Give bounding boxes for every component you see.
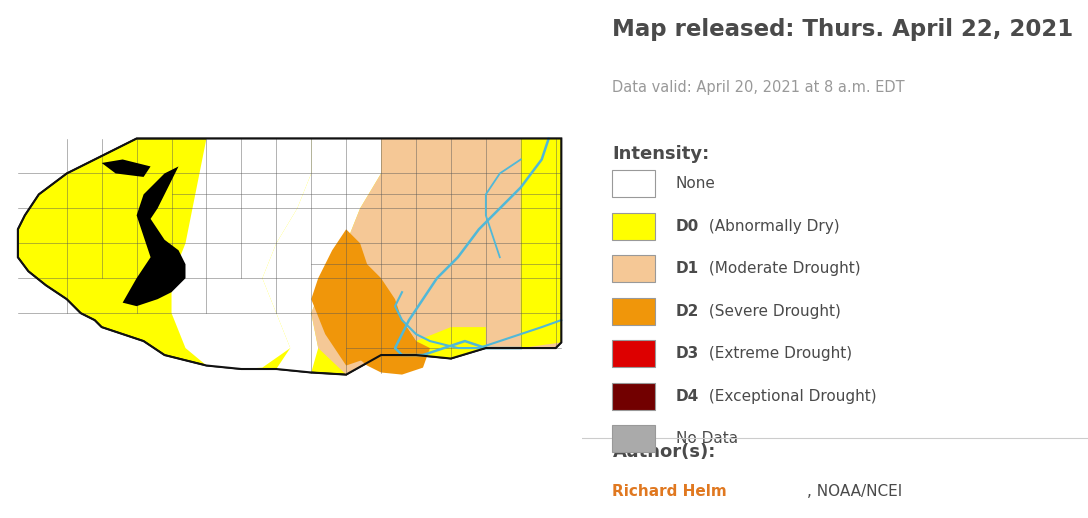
Text: D1: D1 — [676, 262, 698, 276]
Polygon shape — [17, 138, 561, 375]
Text: Richard Helm: Richard Helm — [613, 484, 727, 499]
Text: D2: D2 — [676, 304, 700, 319]
Polygon shape — [262, 138, 381, 372]
Text: No Data: No Data — [676, 431, 738, 446]
Bar — [613, 425, 655, 452]
Text: , NOAA/NCEI: , NOAA/NCEI — [807, 484, 902, 499]
Bar — [613, 170, 655, 197]
Bar — [613, 255, 655, 282]
Bar — [613, 340, 655, 367]
Text: Map released: Thurs. April 22, 2021: Map released: Thurs. April 22, 2021 — [613, 18, 1074, 41]
Polygon shape — [346, 313, 430, 375]
Text: Intensity:: Intensity: — [613, 145, 709, 163]
Polygon shape — [172, 138, 311, 369]
Text: D0: D0 — [676, 219, 698, 234]
Bar — [613, 383, 655, 410]
Polygon shape — [123, 166, 185, 306]
Polygon shape — [311, 138, 561, 375]
Polygon shape — [381, 327, 486, 358]
Text: D4: D4 — [676, 389, 698, 404]
Text: (Extreme Drought): (Extreme Drought) — [704, 347, 852, 361]
Text: Data valid: April 20, 2021 at 8 a.m. EDT: Data valid: April 20, 2021 at 8 a.m. EDT — [613, 80, 905, 95]
Text: (Abnormally Dry): (Abnormally Dry) — [704, 219, 840, 234]
Text: None: None — [676, 177, 716, 191]
Bar — [613, 298, 655, 325]
Polygon shape — [521, 138, 561, 348]
Text: (Exceptional Drought): (Exceptional Drought) — [704, 389, 877, 404]
Text: (Severe Drought): (Severe Drought) — [704, 304, 841, 319]
Text: D3: D3 — [676, 347, 698, 361]
Polygon shape — [101, 160, 150, 177]
Bar — [613, 213, 655, 240]
Text: (Moderate Drought): (Moderate Drought) — [704, 262, 861, 276]
Text: Author(s):: Author(s): — [613, 443, 716, 461]
Polygon shape — [311, 229, 416, 366]
